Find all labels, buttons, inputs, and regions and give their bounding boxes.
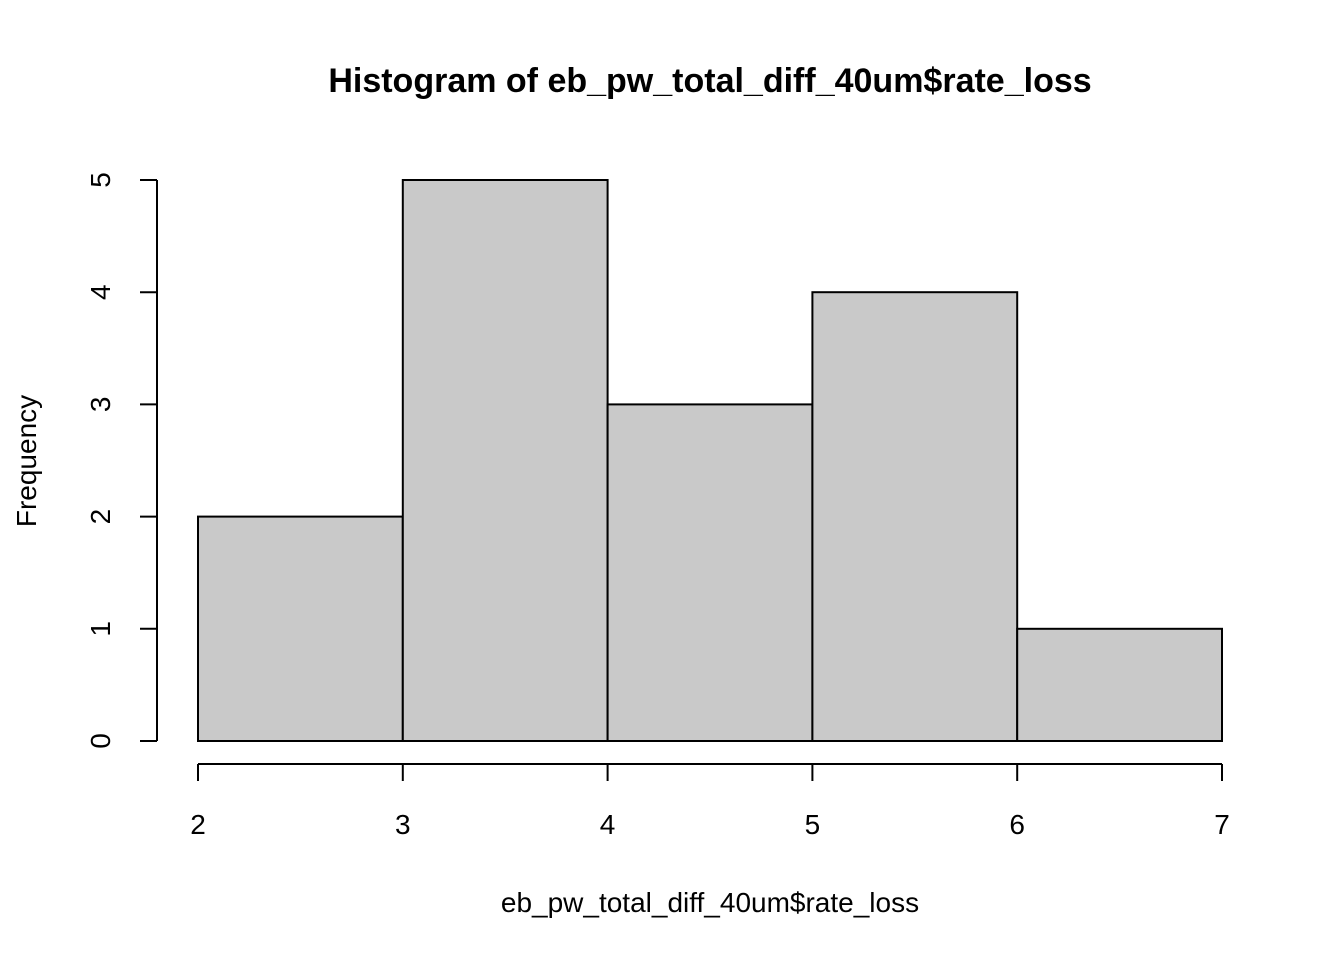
y-axis-label: Frequency [11, 395, 42, 527]
y-axis: 0 1 2 3 4 5 [85, 172, 158, 749]
histogram-bar-5 [1016, 627, 1224, 742]
x-tick-label-2: 2 [190, 809, 206, 840]
y-tick-label-1: 1 [85, 621, 116, 637]
y-tick-label-4: 4 [85, 284, 116, 300]
histogram-bar-1 [197, 515, 404, 742]
histogram-bar-4 [811, 291, 1019, 742]
x-axis-label: eb_pw_total_diff_40um$rate_loss [501, 887, 919, 918]
bars-group [197, 179, 1224, 742]
histogram-bar-2 [401, 179, 609, 742]
x-tick-label-7: 7 [1214, 809, 1230, 840]
chart-title: Histogram of eb_pw_total_diff_40um$rate_… [328, 62, 1091, 100]
histogram-bar-3 [606, 403, 814, 742]
y-tick-label-5: 5 [85, 172, 116, 188]
y-tick-label-3: 3 [85, 397, 116, 413]
y-tick-label-0: 0 [85, 733, 116, 749]
x-tick-label-3: 3 [395, 809, 411, 840]
x-axis: 2 3 4 5 6 7 [190, 763, 1230, 840]
x-tick-label-6: 6 [1009, 809, 1025, 840]
x-tick-label-5: 5 [805, 809, 821, 840]
x-tick-label-4: 4 [600, 809, 616, 840]
y-tick-label-2: 2 [85, 509, 116, 525]
